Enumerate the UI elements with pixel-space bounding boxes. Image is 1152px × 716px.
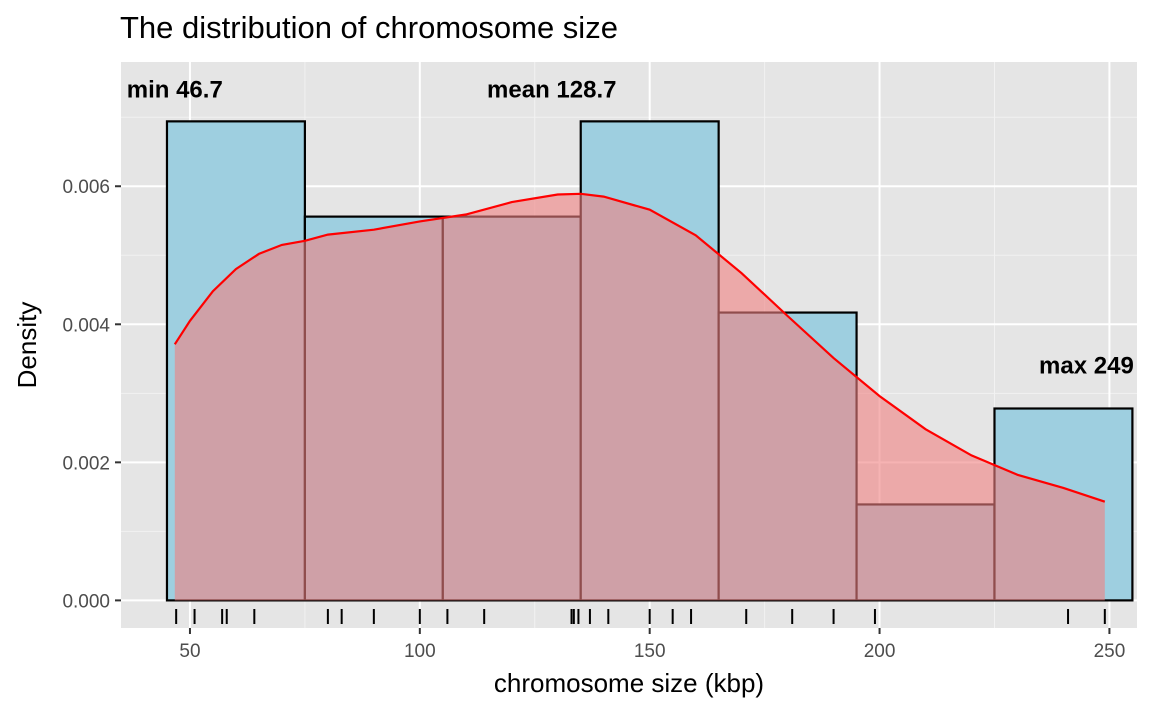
annotations: min 46.7 mean 128.7 max 249 — [127, 77, 1134, 380]
y-tick-label: 0.000 — [62, 591, 110, 612]
rug-marks — [175, 609, 1106, 624]
density-area — [174, 193, 1105, 601]
x-tick-label: 150 — [634, 641, 666, 662]
y-axis: 0.000 0.002 0.004 0.006 — [62, 177, 121, 612]
annotation-label: max 249 — [1039, 353, 1134, 380]
chart-title: The distribution of chromosome size — [120, 10, 618, 45]
x-tick-label: 100 — [404, 641, 436, 662]
x-axis: 50 100 150 200 250 — [179, 628, 1125, 662]
y-axis-title: Density — [12, 302, 42, 389]
annotation-label: min 46.7 — [127, 77, 223, 104]
y-tick-label: 0.002 — [62, 453, 110, 474]
density-line — [173, 192, 1106, 503]
y-tick-label: 0.004 — [62, 315, 110, 336]
y-tick-label: 0.006 — [62, 177, 110, 198]
x-tick-label: 50 — [179, 641, 200, 662]
annotation-label: mean 128.7 — [487, 77, 616, 104]
x-axis-title: chromosome size (kbp) — [494, 668, 764, 698]
density-curve-group — [173, 192, 1106, 601]
x-tick-label: 250 — [1094, 641, 1126, 662]
x-tick-label: 200 — [864, 641, 896, 662]
